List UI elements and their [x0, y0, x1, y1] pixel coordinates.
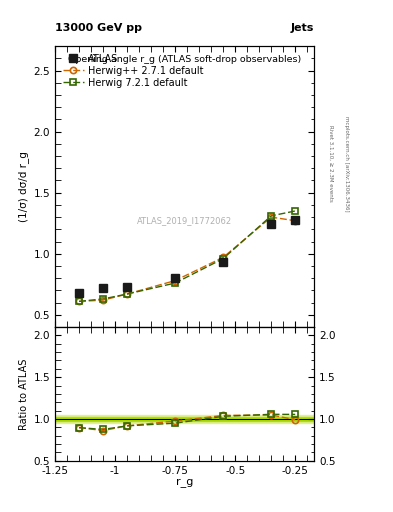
- X-axis label: r_g: r_g: [176, 478, 193, 488]
- Text: Rivet 3.1.10, ≥ 2.3M events: Rivet 3.1.10, ≥ 2.3M events: [328, 125, 333, 202]
- Text: Opening angle r_g (ATLAS soft-drop observables): Opening angle r_g (ATLAS soft-drop obser…: [68, 54, 301, 63]
- Legend: ATLAS, Herwig++ 2.7.1 default, Herwig 7.2.1 default: ATLAS, Herwig++ 2.7.1 default, Herwig 7.…: [60, 51, 206, 91]
- Y-axis label: (1/σ) dσ/d r_g: (1/σ) dσ/d r_g: [18, 151, 29, 222]
- Text: Jets: Jets: [291, 23, 314, 33]
- Y-axis label: Ratio to ATLAS: Ratio to ATLAS: [19, 358, 29, 430]
- Text: 13000 GeV pp: 13000 GeV pp: [55, 23, 142, 33]
- Text: ATLAS_2019_I1772062: ATLAS_2019_I1772062: [137, 216, 232, 225]
- Text: mcplots.cern.ch [arXiv:1306.3436]: mcplots.cern.ch [arXiv:1306.3436]: [344, 116, 349, 211]
